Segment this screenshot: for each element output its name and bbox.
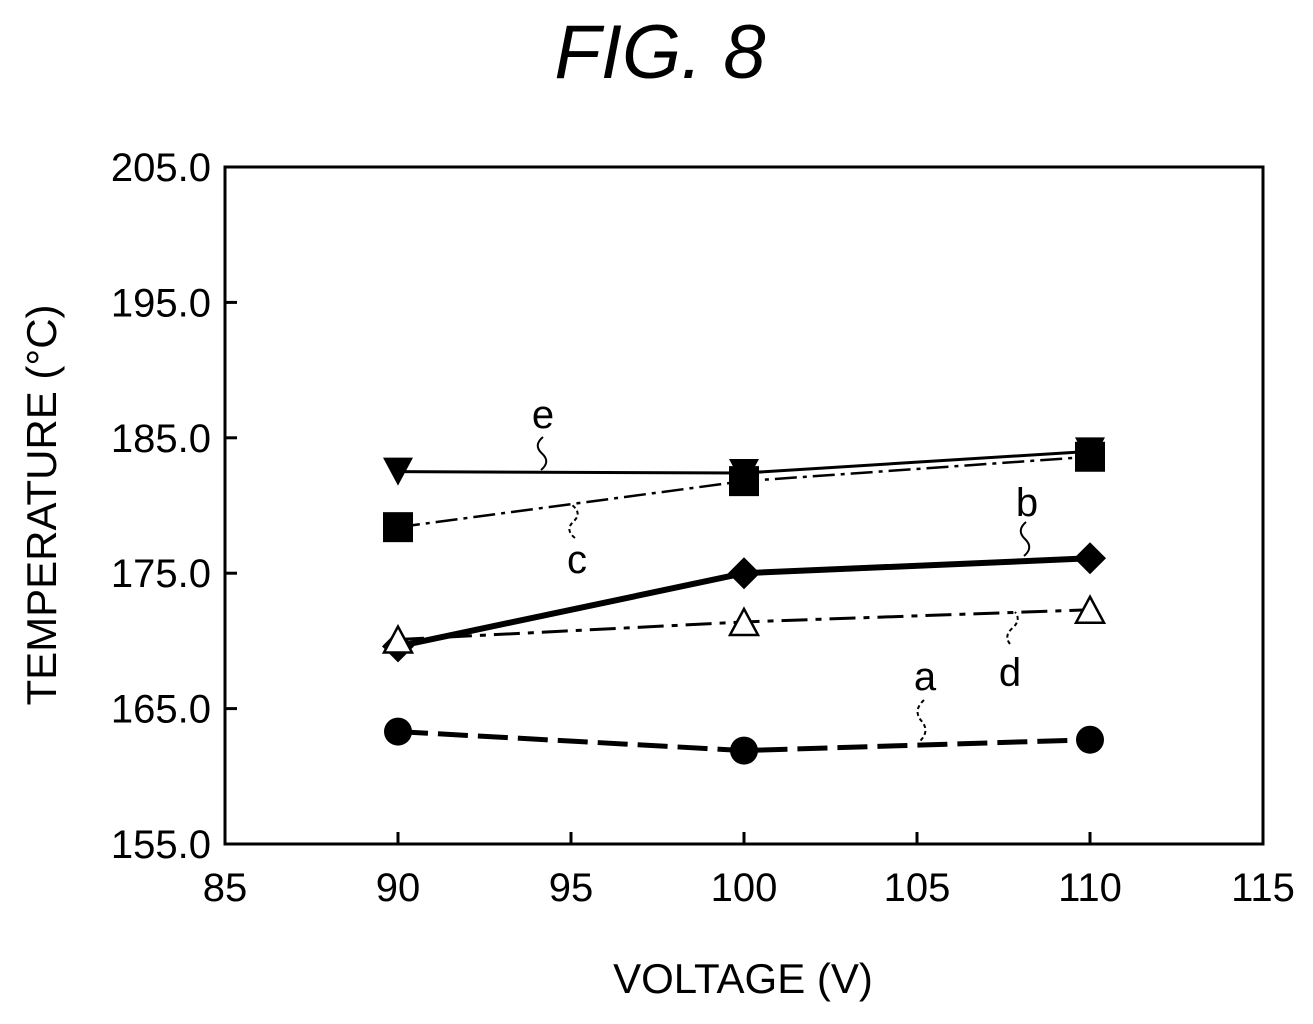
- y-axis: 155.0 165.0 175.0 185.0 195.0 205.0: [111, 146, 237, 867]
- y-axis-label: TEMPERATURE (°C): [18, 304, 65, 705]
- x-tick-label: 95: [549, 866, 594, 910]
- x-tick-label: 90: [376, 866, 421, 910]
- series-labels: a b c d e: [532, 393, 1038, 743]
- x-tick-label: 110: [1058, 866, 1122, 910]
- y-tick-label: 205.0: [111, 146, 211, 190]
- series-d-point: [1073, 594, 1107, 625]
- x-tick-label: 85: [203, 866, 248, 910]
- series-d-leader: [1006, 611, 1019, 645]
- series-d-point: [381, 623, 415, 654]
- x-axis-label: VOLTAGE (V): [613, 955, 873, 1002]
- series-b-point: [728, 557, 760, 590]
- series-b-point: [1074, 542, 1106, 575]
- series-d-point: [727, 606, 761, 637]
- y-tick-label: 185.0: [111, 417, 211, 461]
- y-tick-label: 195.0: [111, 281, 211, 325]
- series-b-label: b: [1016, 481, 1038, 525]
- y-tick-label: 165.0: [111, 688, 211, 732]
- series-a-point: [384, 717, 412, 746]
- series-a-point: [1076, 725, 1104, 754]
- x-axis: 85 90 95 100 105 110 115: [203, 832, 1295, 910]
- series-e-leader: [536, 436, 548, 471]
- series-a-leader: [916, 699, 927, 743]
- series-b-leader: [1019, 521, 1031, 557]
- series-lines: [397, 449, 1091, 754]
- figure-title: FIG. 8: [554, 10, 765, 95]
- x-tick-label: 100: [711, 866, 778, 910]
- series-markers: [381, 437, 1107, 765]
- y-tick-label: 175.0: [111, 552, 211, 596]
- y-tick-label: 155.0: [111, 823, 211, 867]
- series-a-label: a: [914, 655, 937, 699]
- x-tick-label: 105: [884, 866, 951, 910]
- series-c-leader: [568, 504, 579, 539]
- x-tick-label: 115: [1231, 866, 1295, 910]
- series-c-label: c: [567, 538, 587, 582]
- series-d-label: d: [999, 651, 1021, 695]
- series-e-label: e: [532, 393, 554, 437]
- series-e-point: [383, 457, 413, 486]
- series-c-point: [383, 512, 413, 543]
- series-e-point: [729, 459, 759, 488]
- series-a-point: [730, 736, 758, 765]
- series-e-point: [1075, 437, 1105, 466]
